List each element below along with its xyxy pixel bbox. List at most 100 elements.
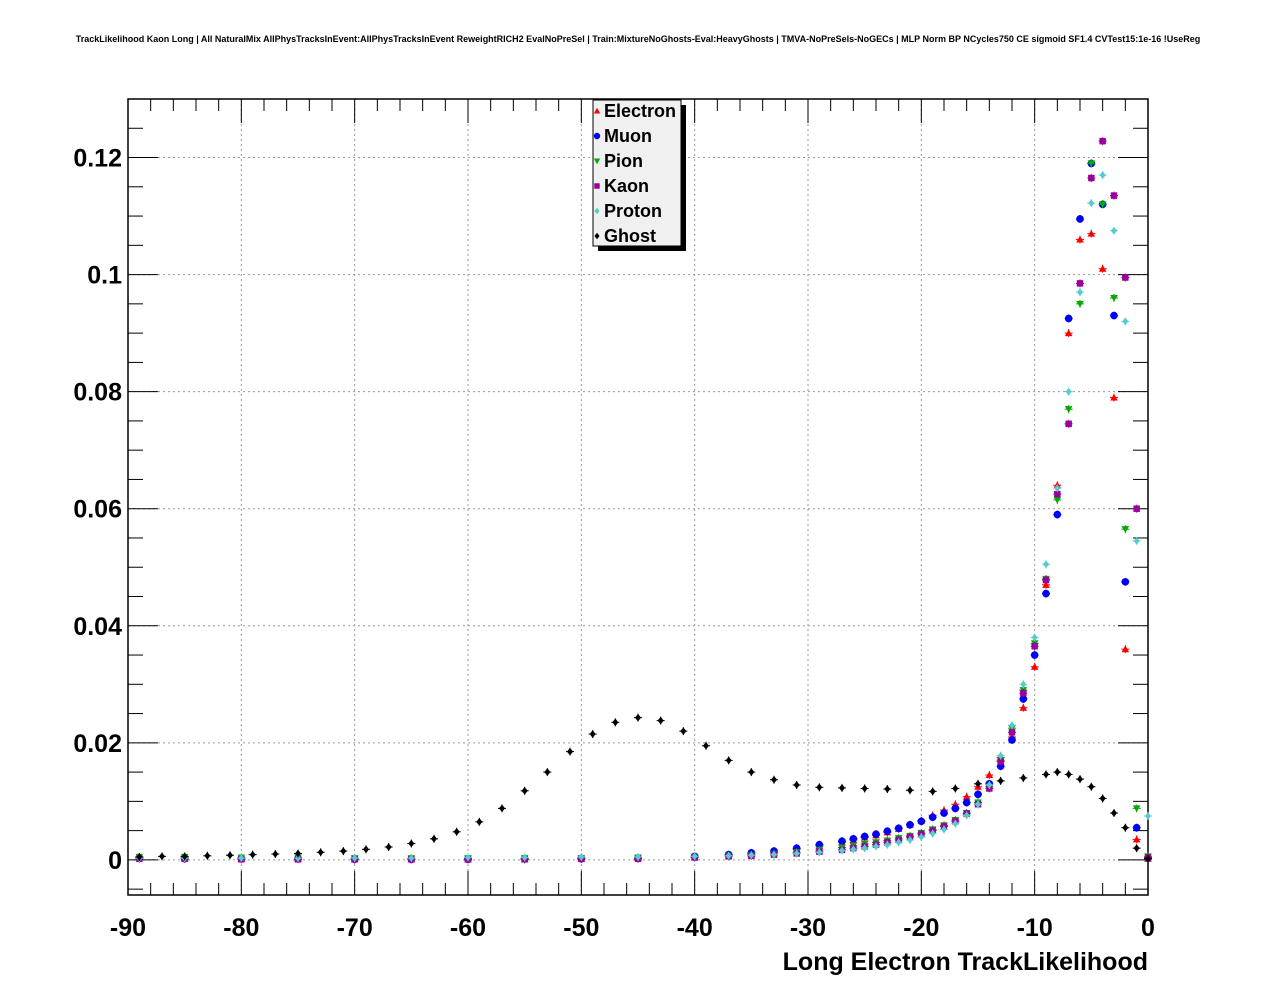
data-point-proton bbox=[918, 833, 925, 841]
data-point-proton bbox=[578, 853, 585, 861]
data-point-ghost bbox=[1088, 782, 1095, 791]
data-point-ghost bbox=[181, 852, 188, 861]
data-point-kaon bbox=[1054, 490, 1061, 498]
data-point-ghost bbox=[1110, 809, 1118, 817]
legend-label-muon: Muon bbox=[604, 126, 652, 146]
data-point-proton bbox=[464, 853, 472, 862]
data-point-ghost bbox=[204, 851, 211, 860]
data-point-ghost bbox=[929, 787, 936, 796]
data-point-proton bbox=[861, 844, 868, 852]
data-point-ghost bbox=[1099, 794, 1106, 803]
legend-label-ghost: Ghost bbox=[604, 226, 656, 246]
data-point-ghost bbox=[861, 784, 868, 793]
data-point-proton bbox=[850, 845, 857, 854]
data-point-ghost bbox=[997, 777, 1004, 785]
data-point-muon bbox=[928, 813, 937, 821]
data-point-ghost bbox=[589, 730, 596, 738]
data-point-proton bbox=[1065, 387, 1072, 396]
data-point-pion bbox=[1076, 300, 1084, 308]
data-point-pion bbox=[1064, 406, 1073, 414]
data-point-proton bbox=[1031, 633, 1038, 642]
data-point-ghost bbox=[748, 768, 755, 776]
legend-label-kaon: Kaon bbox=[604, 176, 649, 196]
data-point-ghost bbox=[884, 785, 891, 793]
data-point-muon bbox=[1110, 311, 1118, 320]
data-point-ghost bbox=[158, 852, 166, 861]
legend-marker-kaon bbox=[594, 183, 600, 189]
data-point-proton bbox=[895, 838, 902, 847]
plot-frame bbox=[127, 98, 1149, 896]
data-point-muon bbox=[883, 827, 892, 836]
data-point-kaon bbox=[997, 758, 1004, 765]
data-point-ghost bbox=[317, 848, 324, 857]
legend-items: Electron Muon Pion Kaon Proton Ghost bbox=[593, 101, 676, 246]
x-tick-label: -10 bbox=[1017, 914, 1053, 942]
data-point-muon bbox=[860, 832, 869, 841]
legend-marker-muon bbox=[593, 132, 601, 140]
data-point-ghost bbox=[1144, 854, 1152, 863]
y-tick-label: 0.02 bbox=[73, 730, 122, 758]
data-point-muon bbox=[1132, 823, 1141, 832]
legend-label-proton: Proton bbox=[604, 201, 662, 221]
data-point-muon bbox=[1008, 736, 1016, 744]
data-point-proton bbox=[952, 819, 959, 828]
data-point-proton bbox=[1042, 560, 1050, 569]
x-tick-label: -70 bbox=[337, 914, 373, 942]
data-point-muon bbox=[838, 837, 846, 845]
data-point-ghost bbox=[634, 713, 642, 722]
data-point-kaon bbox=[1031, 643, 1038, 650]
x-tick-label: -50 bbox=[563, 914, 599, 942]
data-point-proton bbox=[725, 851, 732, 860]
data-point-ghost bbox=[1076, 775, 1084, 783]
data-point-ghost bbox=[793, 781, 800, 789]
data-point-proton bbox=[929, 829, 936, 838]
x-tick-label: -80 bbox=[223, 914, 259, 942]
data-point-ghost bbox=[725, 756, 732, 765]
x-axis-title: Long Electron TrackLikelihood bbox=[783, 948, 1148, 976]
data-point-muon bbox=[1076, 215, 1084, 223]
data-point-pion bbox=[1053, 496, 1062, 504]
x-tick-label: -60 bbox=[450, 914, 486, 942]
data-point-muon bbox=[815, 840, 824, 849]
data-point-muon bbox=[951, 804, 960, 813]
data-point-electron bbox=[1110, 393, 1118, 401]
data-point-proton bbox=[351, 854, 358, 862]
data-point-ghost bbox=[498, 804, 506, 813]
data-point-proton bbox=[1110, 226, 1118, 235]
data-point-electron bbox=[1076, 235, 1084, 243]
legend-marker-pion bbox=[593, 158, 601, 165]
data-point-proton bbox=[1054, 484, 1061, 493]
legend-box bbox=[592, 99, 682, 247]
data-point-kaon bbox=[1099, 137, 1106, 145]
data-point-kaon bbox=[1076, 280, 1084, 287]
chart-title: TrackLikelihood Kaon Long | All NaturalM… bbox=[76, 34, 1201, 44]
y-tick-label: 0.08 bbox=[73, 379, 122, 407]
legend-marker-proton bbox=[594, 207, 600, 215]
legend: Electron Muon Pion Kaon Proton Ghost bbox=[592, 99, 686, 251]
data-point-muon bbox=[1030, 651, 1039, 659]
data-point-ghost bbox=[1133, 844, 1140, 852]
data-point-proton bbox=[691, 852, 698, 861]
data-point-proton bbox=[1088, 199, 1095, 207]
data-point-proton bbox=[793, 849, 800, 858]
x-tick-label: -40 bbox=[677, 914, 713, 942]
y-tick-label: 0.12 bbox=[73, 145, 122, 173]
data-point-electron bbox=[1019, 703, 1028, 711]
data-point-muon bbox=[940, 809, 948, 817]
data-point-muon bbox=[894, 824, 903, 833]
data-point-proton bbox=[906, 836, 914, 844]
data-point-ghost bbox=[249, 850, 256, 859]
data-point-muon bbox=[872, 830, 880, 838]
data-point-ghost bbox=[521, 787, 528, 795]
data-point-muon bbox=[1053, 510, 1062, 519]
data-point-ghost bbox=[952, 784, 959, 793]
data-point-muon bbox=[974, 790, 982, 799]
data-point-proton bbox=[748, 851, 755, 859]
data-point-ghost bbox=[136, 853, 143, 861]
data-point-ghost bbox=[340, 847, 347, 855]
series-ghost bbox=[135, 713, 1152, 863]
legend-label-electron: Electron bbox=[604, 101, 676, 121]
data-point-kaon bbox=[1122, 274, 1129, 281]
data-point-proton bbox=[1020, 680, 1027, 689]
data-point-ghost bbox=[680, 727, 687, 735]
